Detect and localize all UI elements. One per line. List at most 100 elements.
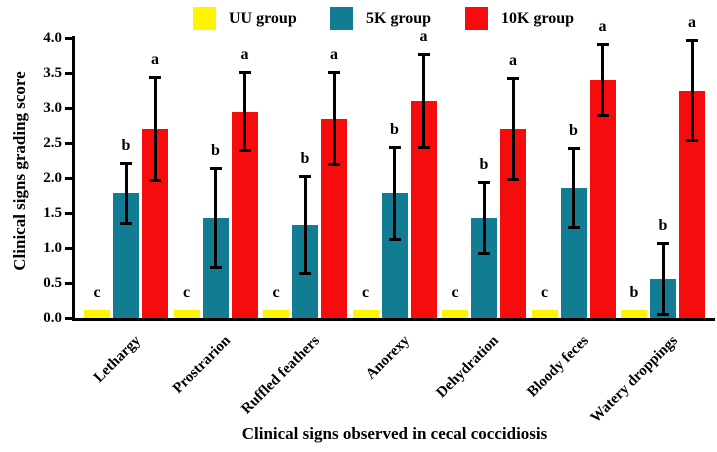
y-tick-label: 2.0 — [43, 170, 62, 186]
error-bar-line — [332, 71, 336, 166]
error-bar-line — [243, 71, 246, 152]
y-tick-mark — [65, 72, 72, 75]
x-axis-title: Clinical signs observed in cecal coccidi… — [241, 424, 548, 443]
error-bar-cap-top — [567, 146, 580, 150]
significance-letter: b — [390, 121, 399, 139]
error-bar-cap-top — [149, 76, 161, 80]
significance-letter: b — [121, 137, 131, 155]
significance-letter: a — [688, 14, 696, 32]
error-bar-cap-bottom — [657, 312, 669, 316]
error-bar-line — [482, 181, 486, 255]
error-bar-cap-bottom — [238, 149, 251, 153]
significance-letter: b — [211, 142, 220, 160]
significance-letter: a — [419, 28, 428, 46]
y-tick-label: 2.5 — [43, 135, 62, 151]
bar — [442, 309, 468, 318]
y-tick-mark — [65, 107, 72, 110]
error-bar-line — [511, 77, 515, 181]
legend-item-10k-group: 10K group — [465, 7, 574, 30]
y-tick-mark — [65, 212, 72, 215]
legend-item-5k-group: 5K group — [330, 7, 431, 30]
error-bar-cap-top — [478, 180, 490, 184]
bar — [84, 309, 110, 318]
significance-letter: a — [598, 17, 607, 35]
significance-letter: a — [151, 51, 159, 69]
uu-group-swatch-icon — [193, 7, 216, 30]
bar — [531, 309, 558, 318]
error-bar-cap-top — [657, 242, 669, 246]
error-bar-cap-top — [238, 70, 251, 74]
error-bar-line — [601, 43, 604, 117]
error-bar-line — [303, 175, 307, 274]
error-bar-cap-top — [507, 76, 519, 80]
significance-letter: b — [569, 121, 578, 139]
error-bar-cap-bottom — [388, 237, 401, 241]
significance-letter: a — [509, 51, 517, 69]
significance-letter: c — [540, 283, 549, 301]
error-bar-line — [690, 40, 694, 141]
y-tick-label: 0.0 — [43, 310, 62, 326]
10k-group-swatch-icon — [465, 7, 488, 30]
error-bar-cap-top — [209, 167, 222, 171]
error-bar-line — [153, 77, 157, 181]
y-tick-mark — [65, 142, 72, 145]
legend-label-5k-group: 5K group — [366, 10, 432, 27]
legend-item-uu-group: UU group — [193, 7, 297, 30]
significance-letter: a — [330, 45, 338, 63]
error-bar-cap-top — [299, 174, 311, 178]
x-axis-line — [72, 318, 715, 321]
error-bar-line — [572, 147, 575, 228]
error-bar-cap-bottom — [299, 271, 311, 275]
error-bar-cap-bottom — [209, 265, 222, 269]
y-tick-label: 3.0 — [43, 100, 62, 116]
y-tick-mark — [65, 282, 72, 285]
y-tick-mark — [65, 317, 72, 320]
error-bar-line — [214, 168, 217, 268]
significance-letter: a — [240, 45, 249, 63]
error-bar-cap-top — [388, 146, 401, 150]
5k-group-swatch-icon — [330, 7, 353, 30]
bar — [352, 309, 379, 318]
y-tick-label: 1.0 — [43, 240, 62, 256]
error-bar-cap-top — [417, 53, 430, 57]
error-bar-line — [393, 147, 396, 240]
error-bar-cap-bottom — [120, 221, 132, 225]
error-bar-cap-top — [596, 42, 609, 46]
error-bar-cap-bottom — [417, 145, 430, 149]
error-bar-cap-bottom — [478, 252, 490, 256]
error-bar-cap-bottom — [149, 178, 161, 182]
significance-letter: b — [300, 149, 310, 167]
y-axis-line — [72, 36, 75, 321]
error-bar-cap-bottom — [596, 114, 609, 118]
error-bar-line — [422, 54, 425, 148]
significance-letter: b — [658, 217, 668, 235]
error-bar-cap-top — [120, 162, 132, 166]
significance-letter: b — [629, 283, 639, 301]
error-bar-cap-bottom — [686, 138, 698, 142]
error-bar-cap-bottom — [507, 178, 519, 182]
y-tick-mark — [65, 177, 72, 180]
error-bar-line — [124, 163, 128, 224]
error-bar-cap-bottom — [567, 225, 580, 229]
significance-letter: c — [361, 283, 370, 301]
error-bar-cap-bottom — [328, 163, 340, 167]
y-tick-label: 3.5 — [43, 65, 62, 81]
significance-letter: b — [479, 155, 489, 173]
significance-letter: c — [182, 283, 191, 301]
legend-label-uu-group: UU group — [229, 10, 297, 27]
bar — [173, 309, 200, 318]
legend-label-10k-group: 10K group — [501, 10, 575, 27]
y-tick-label: 1.5 — [43, 205, 62, 221]
error-bar-cap-top — [328, 70, 340, 74]
error-bar-line — [661, 243, 665, 315]
bar — [263, 309, 289, 318]
bar — [589, 80, 616, 318]
significance-letter: c — [93, 283, 101, 301]
significance-letter: c — [451, 283, 459, 301]
significance-letter: c — [272, 283, 280, 301]
y-tick-label: 4.0 — [43, 30, 62, 46]
y-tick-label: 0.5 — [43, 275, 62, 291]
y-tick-mark — [65, 37, 72, 40]
bar — [621, 309, 647, 318]
